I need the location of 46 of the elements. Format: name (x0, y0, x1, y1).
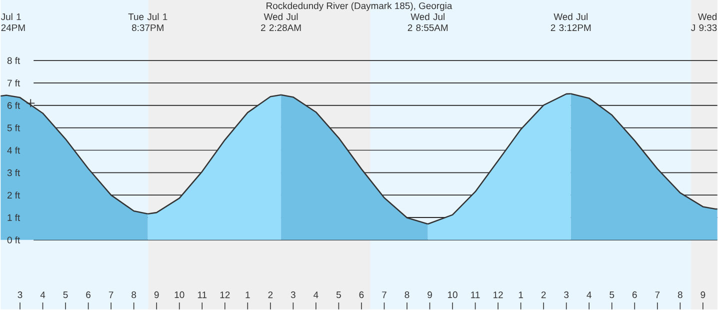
x-tick-label: 9 (154, 291, 159, 298)
annotation: Wed Jul 2 2:28AM (261, 13, 301, 32)
x-tick-label: 11 (198, 292, 207, 298)
y-tick-label: 7 ft (7, 80, 20, 86)
annotation: Wed J 9:33 (691, 13, 717, 32)
x-tick-label: 11 (471, 292, 480, 298)
x-tick-label: 7 (655, 292, 660, 298)
x-tick-label: 2 (268, 292, 273, 298)
x-tick-label: 5 (610, 292, 614, 298)
x-tick-label: 12 (494, 292, 503, 298)
y-tick-label: 6 ft (7, 102, 20, 109)
x-tick-label: 8 (404, 291, 410, 298)
x-tick-label: 6 (632, 291, 637, 298)
y-tick-label: 8 ft (7, 57, 20, 64)
x-tick-label: 1 (518, 292, 523, 298)
annotation: Wed Jul 2 3:12PM (550, 13, 591, 32)
x-tick-label: 1 (246, 292, 250, 298)
x-tick-label: 3 (18, 291, 22, 298)
x-tick-label: 4 (314, 292, 318, 298)
x-tick-label: 5 (336, 292, 341, 298)
x-tick-label: 9 (700, 291, 706, 298)
y-tick-label: 4 ft (7, 146, 20, 154)
annotation: Wed Jul 2 8:55AM (408, 13, 448, 32)
chart-title: Rockdedundy River (Daymark 185), Georgia (266, 2, 452, 12)
x-tick-label: 10 (448, 291, 458, 298)
x-tick-label: 7 (382, 292, 386, 298)
x-tick-label: 12 (220, 292, 230, 298)
y-tick-label: 1 ft (8, 214, 20, 222)
x-tick-label: 7 (108, 292, 114, 298)
x-tick-label: 10 (174, 291, 184, 298)
annotation: Jul 1 24PM (1, 13, 25, 32)
x-tick-label: 6 (86, 291, 91, 298)
x-tick-label: 3 (290, 291, 296, 298)
x-tick-label: 4 (586, 292, 592, 298)
x-tick-label: 9 (428, 291, 432, 298)
y-tick-label: 3 ft (7, 169, 20, 176)
x-tick-label: 8 (132, 291, 136, 298)
x-tick-label: 3 (564, 291, 569, 298)
annotation: Tue Jul 1 8:37PM (128, 13, 168, 32)
x-tick-label: 6 (359, 291, 364, 298)
x-tick-label: 4 (40, 292, 46, 298)
x-tick-label: 8 (678, 291, 682, 298)
y-tick-label: 2 ft (7, 192, 20, 199)
x-tick-label: 5 (63, 292, 68, 298)
x-tick-label: 2 (541, 292, 546, 298)
y-tick-label: 5 ft (7, 124, 20, 132)
